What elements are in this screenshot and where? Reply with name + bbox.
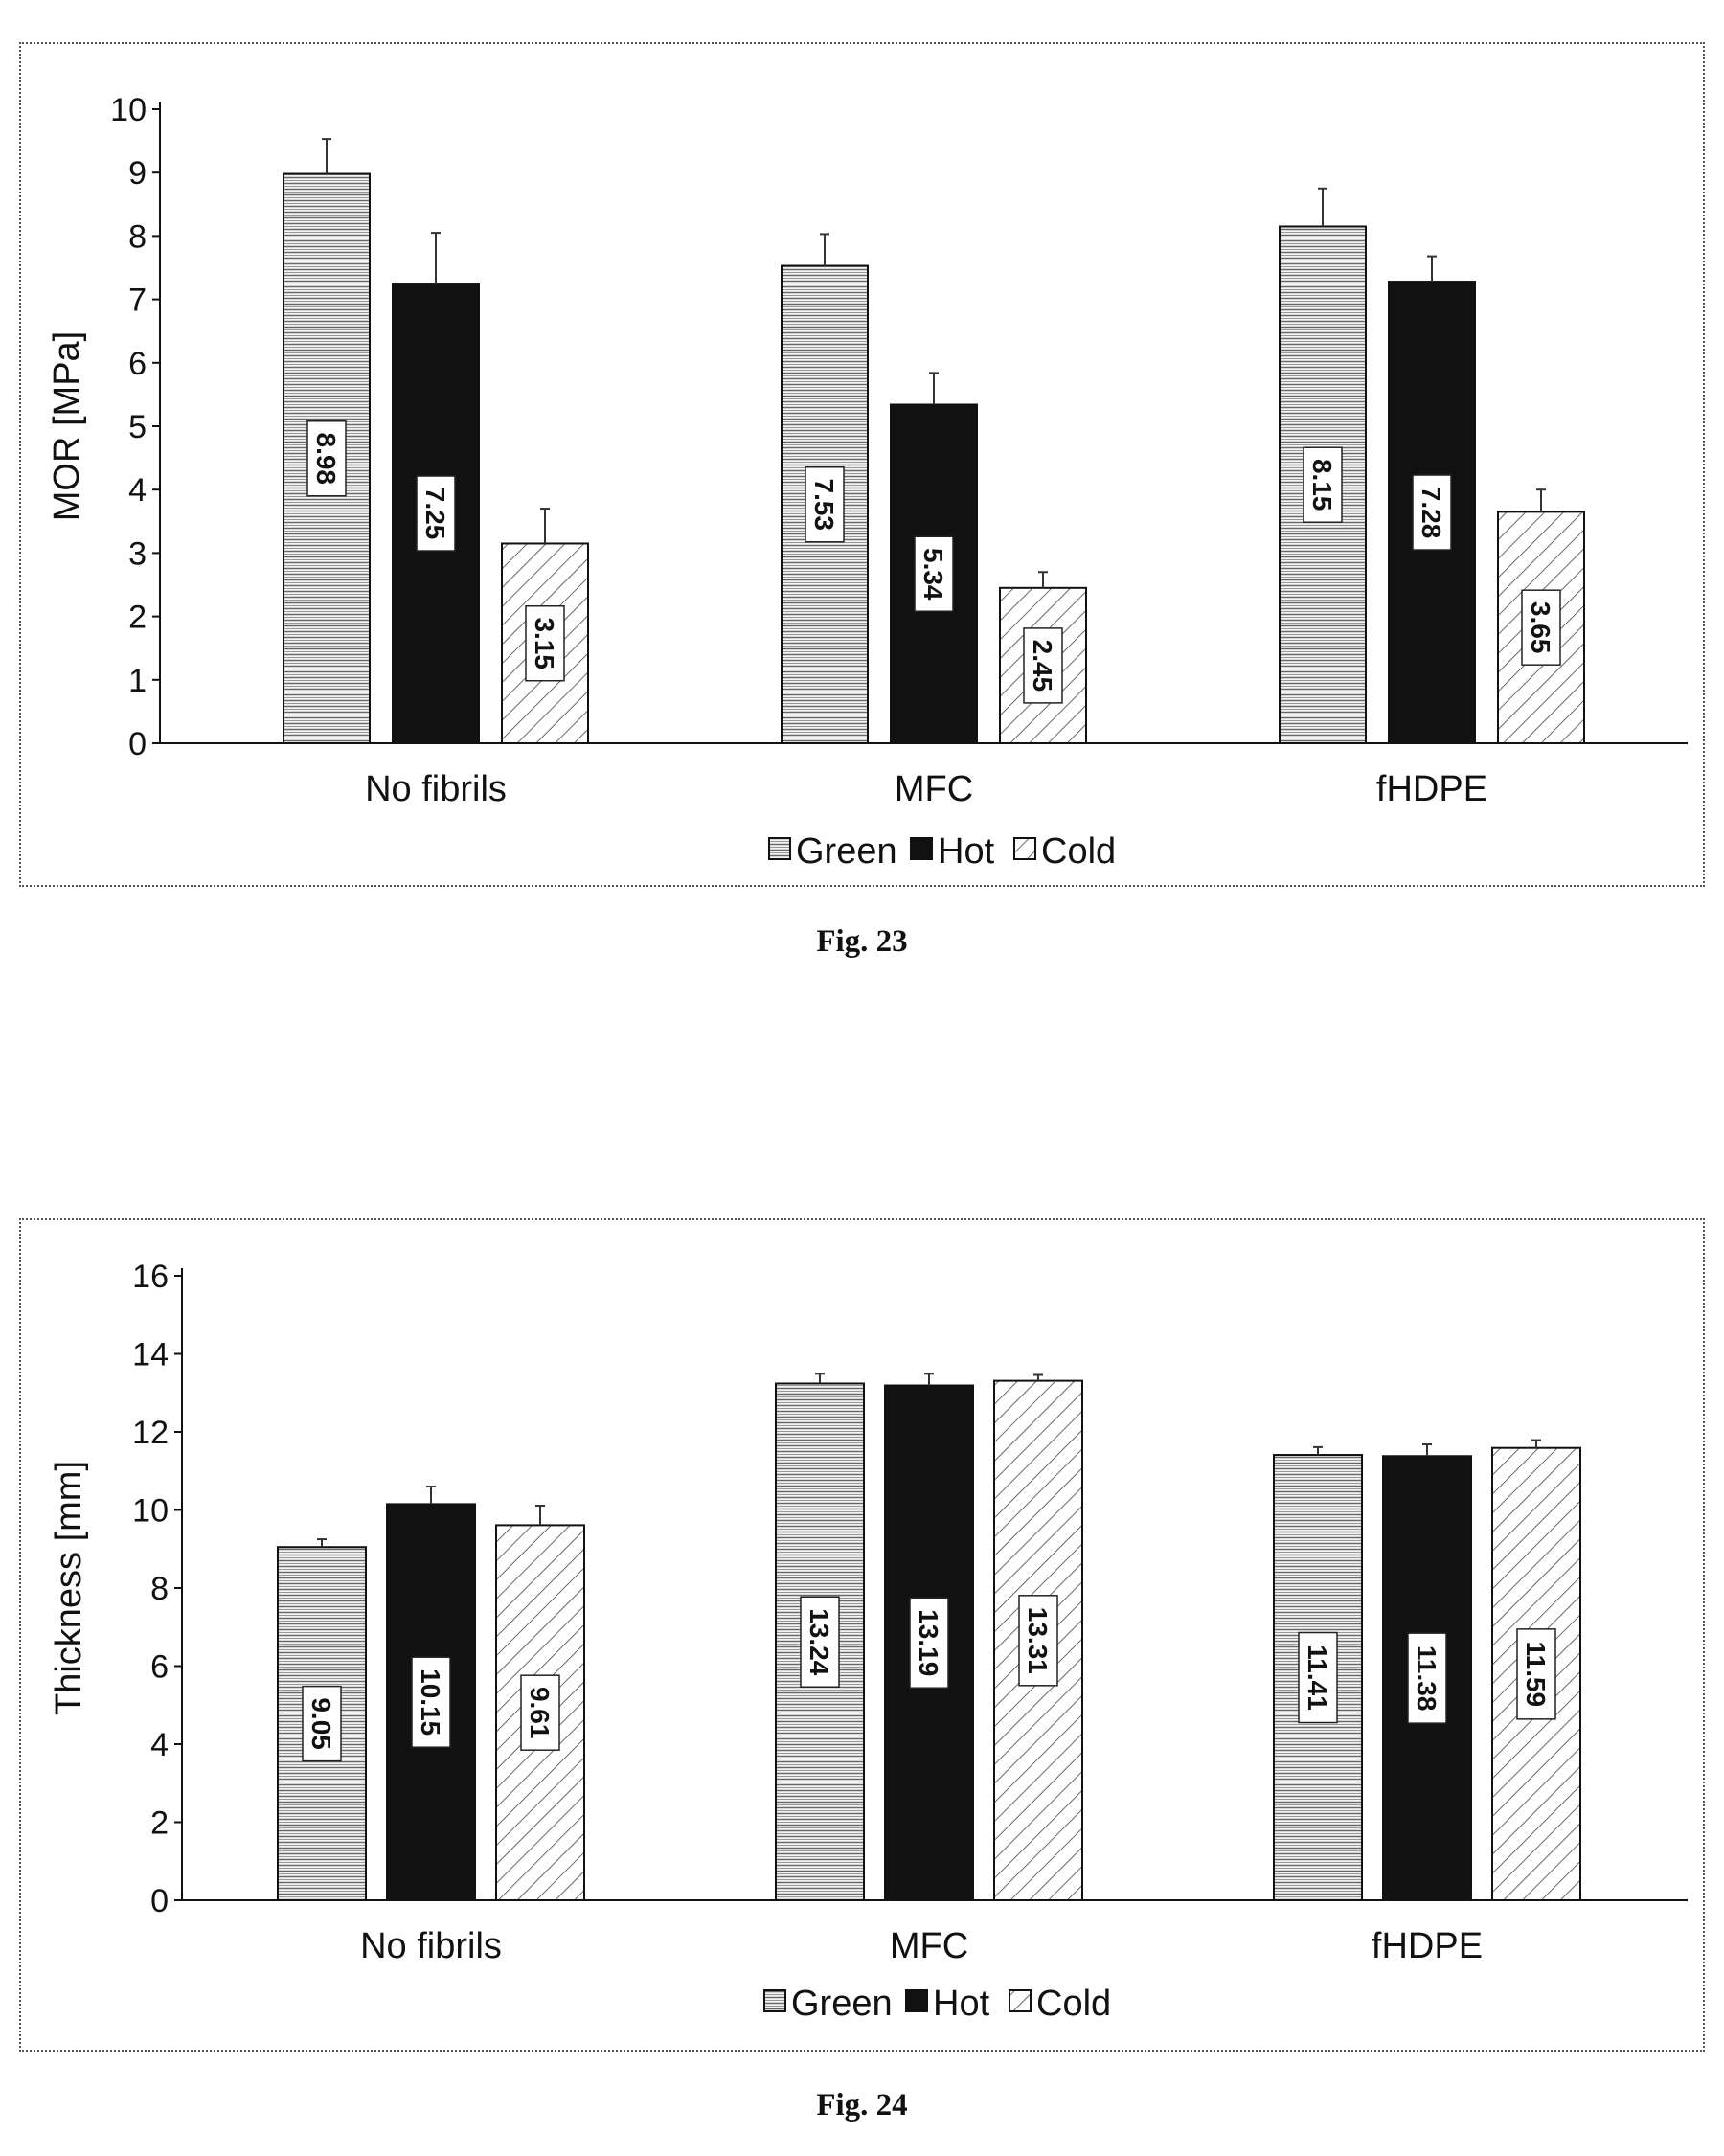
data-label-mfc-cold: 13.31 bbox=[1018, 1595, 1058, 1687]
data-label-text: 8.98 bbox=[311, 433, 341, 486]
y-tick-label: 8 bbox=[128, 218, 147, 255]
legend-label-hot: Hot bbox=[938, 831, 995, 872]
y-tick-label: 6 bbox=[128, 346, 147, 382]
data-label-no-fibrils-cold: 3.15 bbox=[525, 604, 565, 682]
bar-chart-mor: 0 1 2 3 4 5 6 7 8 9 10 MOR [MPa] 8.98 7.25 3.15 No fibr… bbox=[47, 92, 1688, 872]
legend-swatch-green bbox=[763, 1989, 786, 2012]
data-label-text: 3.65 bbox=[1526, 601, 1555, 654]
x-tick-label-no-fibrils: No fibrils bbox=[365, 769, 507, 809]
legend: Green Hot Cold bbox=[763, 1984, 1111, 2024]
legend-swatch-cold bbox=[1013, 837, 1036, 860]
data-label-text: 11.41 bbox=[1303, 1645, 1332, 1711]
legend-label-green: Green bbox=[796, 831, 897, 872]
x-tick-label-fhdpe: fHDPE bbox=[1372, 1926, 1483, 1966]
data-label-text: 13.31 bbox=[1023, 1607, 1053, 1674]
data-label-text: 5.34 bbox=[919, 548, 948, 601]
x-tick-label-mfc: MFC bbox=[890, 1926, 968, 1966]
y-tick-label: 5 bbox=[128, 409, 147, 445]
data-label-text: 10.15 bbox=[416, 1668, 445, 1736]
y-tick-label: 6 bbox=[150, 1649, 169, 1686]
y-tick-label: 1 bbox=[128, 663, 147, 699]
y-tick-label: 0 bbox=[150, 1883, 169, 1919]
data-label-text: 7.28 bbox=[1417, 487, 1446, 538]
bar-fhdpe-green bbox=[1279, 225, 1367, 745]
data-label-text: 13.19 bbox=[914, 1609, 943, 1676]
data-label-no-fibrils-cold: 9.61 bbox=[520, 1674, 560, 1751]
data-label-text: 7.25 bbox=[420, 488, 450, 540]
legend-label-cold: Cold bbox=[1036, 1984, 1111, 2024]
bar-chart-thickness: 0 2 4 6 8 10 12 14 16 Thickness [mm] 9.05 10.15 9.61… bbox=[49, 1259, 1688, 2024]
data-label-no-fibrils-hot: 10.15 bbox=[411, 1656, 451, 1748]
y-tick-label: 14 bbox=[132, 1337, 169, 1373]
y-axis-label: Thickness [mm] bbox=[49, 1461, 89, 1715]
x-tick-label-no-fibrils: No fibrils bbox=[360, 1926, 502, 1966]
y-tick-label: 12 bbox=[132, 1415, 169, 1451]
y-tick-label: 2 bbox=[128, 600, 147, 636]
y-tick-label: 16 bbox=[132, 1259, 169, 1295]
data-label-fhdpe-cold: 3.65 bbox=[1521, 589, 1561, 666]
data-label-mfc-green: 7.53 bbox=[805, 466, 845, 543]
chart-panel-fig24: 0 2 4 6 8 10 12 14 16 Thickness [mm] 9.05 10.15 9.61… bbox=[19, 1218, 1705, 2052]
legend: Green Hot Cold bbox=[768, 831, 1116, 872]
legend-swatch-cold bbox=[1009, 1989, 1032, 2012]
data-label-text: 11.38 bbox=[1412, 1645, 1441, 1712]
y-tick-label: 4 bbox=[150, 1727, 169, 1763]
data-label-mfc-hot: 13.19 bbox=[909, 1597, 949, 1690]
data-label-no-fibrils-hot: 7.25 bbox=[416, 475, 456, 552]
data-label-no-fibrils-green: 9.05 bbox=[302, 1685, 342, 1762]
data-label-mfc-green: 13.24 bbox=[800, 1596, 840, 1688]
data-label-fhdpe-green: 8.15 bbox=[1303, 446, 1343, 523]
x-tick-label-mfc: MFC bbox=[895, 769, 973, 809]
data-label-fhdpe-green: 11.41 bbox=[1298, 1631, 1338, 1724]
figure-caption-24: Fig. 24 bbox=[816, 2088, 908, 2122]
data-label-fhdpe-hot: 7.28 bbox=[1412, 474, 1452, 551]
y-axis-label: MOR [MPa] bbox=[47, 331, 87, 521]
y-tick-label: 10 bbox=[110, 92, 147, 128]
legend-label-hot: Hot bbox=[933, 1984, 990, 2024]
legend-swatch-hot bbox=[910, 837, 933, 860]
y-tick-label: 3 bbox=[128, 535, 147, 572]
data-label-mfc-cold: 2.45 bbox=[1023, 627, 1063, 704]
data-label-text: 9.05 bbox=[306, 1697, 336, 1750]
bar-fhdpe-hot bbox=[1382, 1455, 1472, 1901]
legend-swatch-green bbox=[768, 837, 791, 860]
data-label-text: 7.53 bbox=[809, 479, 839, 531]
y-tick-label: 2 bbox=[150, 1805, 169, 1842]
data-label-fhdpe-cold: 11.59 bbox=[1516, 1628, 1556, 1720]
data-label-text: 11.59 bbox=[1521, 1642, 1551, 1708]
data-label-no-fibrils-green: 8.98 bbox=[306, 420, 347, 497]
data-label-text: 13.24 bbox=[805, 1608, 834, 1675]
y-tick-label: 0 bbox=[128, 726, 147, 762]
y-tick-label: 10 bbox=[132, 1493, 169, 1530]
legend-swatch-hot bbox=[905, 1989, 928, 2012]
figure-caption-23: Fig. 23 bbox=[816, 924, 908, 959]
chart-panel-fig23: 0 1 2 3 4 5 6 7 8 9 10 MOR [MPa] 8.98 7.25 3.15 No fibr… bbox=[19, 42, 1705, 887]
data-label-fhdpe-hot: 11.38 bbox=[1407, 1632, 1447, 1724]
data-label-text: 9.61 bbox=[525, 1687, 555, 1739]
legend-label-green: Green bbox=[791, 1984, 893, 2024]
y-tick-label: 8 bbox=[150, 1571, 169, 1607]
data-label-text: 3.15 bbox=[530, 617, 559, 669]
legend-label-cold: Cold bbox=[1041, 831, 1116, 872]
data-label-text: 8.15 bbox=[1307, 459, 1337, 511]
y-tick-label: 7 bbox=[128, 283, 147, 319]
y-tick-label: 9 bbox=[128, 155, 147, 192]
data-label-mfc-hot: 5.34 bbox=[914, 535, 954, 612]
y-tick-label: 4 bbox=[128, 472, 147, 509]
data-label-text: 2.45 bbox=[1028, 640, 1057, 692]
x-tick-label-fhdpe: fHDPE bbox=[1376, 769, 1487, 809]
